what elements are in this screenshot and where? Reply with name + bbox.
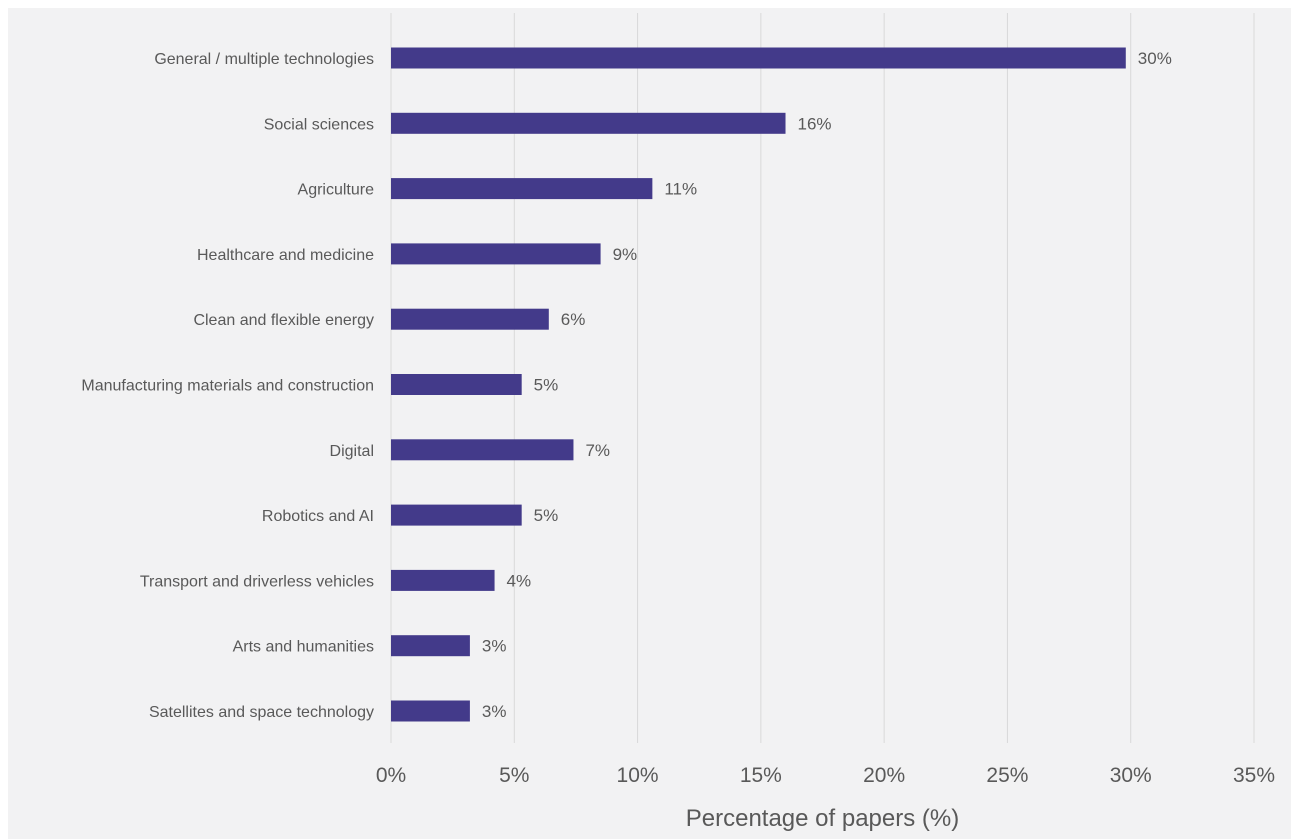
category-label: Digital — [330, 443, 374, 460]
bar — [391, 112, 786, 134]
data-label: 9% — [613, 245, 638, 264]
x-tick-label: 10% — [617, 764, 659, 787]
data-label: 30% — [1138, 49, 1172, 68]
data-label: 3% — [482, 637, 507, 656]
bar — [391, 635, 470, 657]
data-label: 6% — [561, 310, 586, 329]
bar — [391, 178, 653, 200]
x-tick-label: 25% — [986, 764, 1028, 787]
x-tick-label: 0% — [376, 764, 406, 787]
bar-chart: General / multiple technologies Social sc… — [81, 13, 1275, 832]
category-label: Manufacturing materials and construction — [81, 378, 374, 395]
bar — [391, 569, 495, 591]
gridlines — [390, 13, 1255, 743]
x-tick-label: 15% — [740, 764, 782, 787]
category-label: Robotics and AI — [262, 508, 374, 525]
x-tick-label: 5% — [499, 764, 529, 787]
data-label: 5% — [534, 506, 559, 525]
category-label: Arts and humanities — [233, 639, 374, 656]
bar — [391, 439, 574, 461]
data-label: 7% — [585, 441, 610, 460]
data-label: 4% — [507, 571, 532, 590]
bars — [391, 47, 1126, 722]
x-axis-tick-labels: 0% 5% 10% 15% 20% 25% 30% 35% — [376, 764, 1275, 787]
category-label: Healthcare and medicine — [197, 247, 374, 264]
x-tick-label: 30% — [1110, 764, 1152, 787]
category-label: Clean and flexible energy — [193, 312, 374, 329]
data-label: 16% — [798, 114, 832, 133]
data-label: 5% — [534, 376, 559, 395]
bar — [391, 504, 522, 526]
x-tick-label: 20% — [863, 764, 905, 787]
category-label: Satellites and space technology — [149, 704, 374, 721]
bar — [391, 47, 1126, 69]
bar — [391, 374, 522, 395]
bar — [391, 308, 549, 330]
x-tick-label: 35% — [1233, 764, 1275, 787]
category-label: General / multiple technologies — [154, 51, 374, 68]
category-labels: General / multiple technologies Social sc… — [81, 51, 374, 721]
data-labels: 30% 16% 11% 9% 6% 5% 7% 5% 4% 3% 3% — [482, 49, 1172, 721]
x-axis-title: Percentage of papers (%) — [686, 805, 959, 832]
category-label: Social sciences — [264, 116, 374, 133]
bar — [391, 700, 470, 722]
bar — [391, 243, 601, 265]
data-label: 3% — [482, 702, 507, 721]
data-label: 11% — [664, 180, 697, 199]
chart-area: General / multiple technologies Social sc… — [8, 8, 1291, 839]
category-label: Agriculture — [298, 182, 375, 199]
category-label: Transport and driverless vehicles — [140, 573, 374, 590]
